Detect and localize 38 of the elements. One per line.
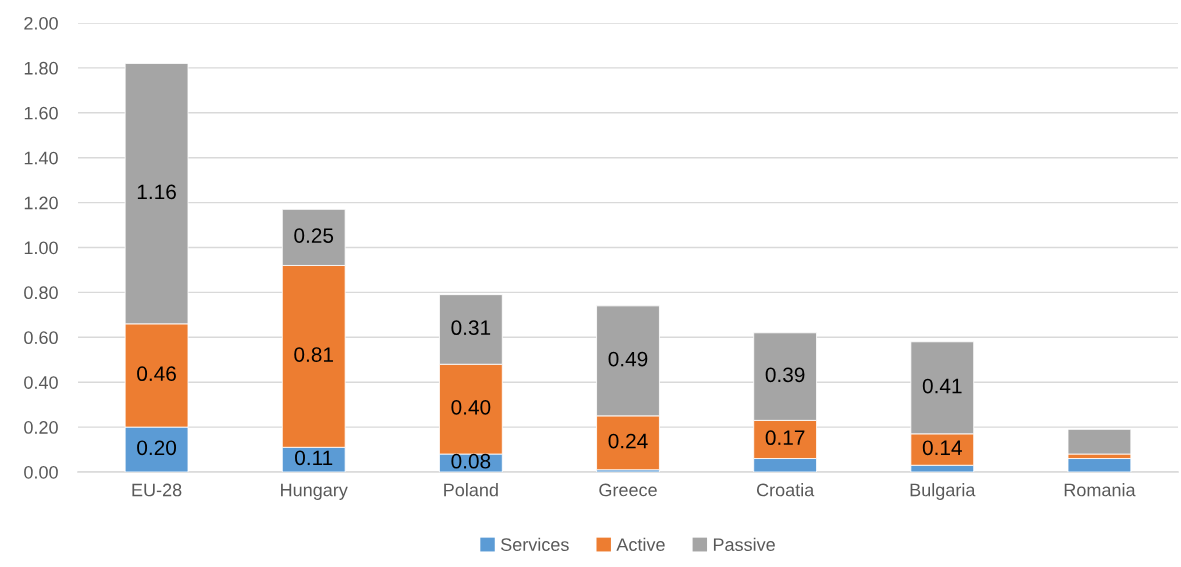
y-tick-label: 1.20: [24, 196, 58, 210]
y-tick-label: 0.40: [24, 376, 58, 389]
y-tick-label: 2.00: [24, 16, 58, 30]
x-tick-label: EU-28: [132, 483, 182, 497]
y-tick-label: 1.40: [24, 151, 58, 165]
x-tick-label: Romania: [1064, 483, 1136, 497]
data-label: 0.17: [765, 430, 805, 446]
data-label: 1.16: [137, 184, 176, 200]
x-tick-label: Greece: [599, 483, 657, 497]
data-label: 0.46: [137, 366, 176, 382]
y-tick-label: 0.60: [24, 331, 58, 345]
data-label: 0.40: [451, 399, 491, 415]
data-label: 0.08: [451, 453, 491, 469]
data-label: 0.31: [451, 320, 491, 336]
data-label: 0.41: [922, 378, 962, 394]
x-tick-label: Hungary: [281, 483, 348, 500]
data-label: 0.11: [295, 450, 333, 466]
bar: [1067, 458, 1132, 472]
y-tick-label: 1.80: [24, 61, 58, 75]
y-tick-label: 1.00: [24, 241, 58, 255]
x-tick-label: Croatia: [756, 483, 815, 497]
data-label: 0.25: [294, 228, 334, 243]
bar: [1067, 428, 1132, 455]
legend-label: Passive: [713, 537, 775, 551]
y-tick-label: 0.80: [24, 286, 58, 300]
legend-label: Active: [616, 537, 665, 551]
x-tick-label: Poland: [444, 483, 498, 497]
data-label: 0.49: [608, 351, 648, 367]
data-label: 0.39: [765, 367, 805, 383]
data-label: 0.20: [137, 440, 177, 456]
x-tick-label: Bulgaria: [910, 483, 976, 500]
data-label: 0.81: [294, 347, 333, 362]
data-label: 0.14: [922, 440, 962, 456]
y-tick-label: 0.00: [24, 465, 58, 479]
legend-label: Services: [501, 537, 569, 551]
y-tick-label: 0.20: [24, 421, 58, 434]
data-label: 0.24: [608, 433, 648, 449]
y-tick-label: 1.60: [24, 106, 58, 120]
